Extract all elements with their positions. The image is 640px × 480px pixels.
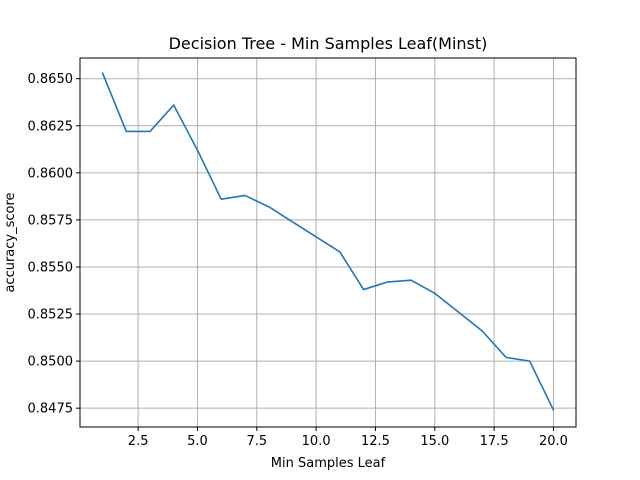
x-axis: 2.5 5.0 7.5 10.0 12.5 15.0 17.5 20.0 [128, 427, 568, 449]
x-tick-label: 7.5 [246, 434, 267, 449]
x-tick-label: 12.5 [361, 434, 390, 449]
x-tick-label: 15.0 [420, 434, 449, 449]
x-axis-title: Min Samples Leaf [271, 456, 386, 471]
grid [80, 58, 576, 427]
x-tick-label: 10.0 [302, 434, 331, 449]
x-tick-label: 20.0 [539, 434, 568, 449]
y-axis: 0.8475 0.8500 0.8525 0.8550 0.8575 0.8600 0.86… [28, 72, 80, 417]
y-tick-label: 0.8600 [28, 166, 74, 181]
y-axis-title: accuracy_score [3, 192, 18, 292]
x-tick-label: 5.0 [187, 434, 208, 449]
chart-title: Decision Tree - Min Samples Leaf(Minst) [169, 34, 488, 53]
y-tick-label: 0.8550 [28, 260, 74, 275]
series-layer [101, 72, 555, 411]
x-tick-label: 2.5 [128, 434, 149, 449]
x-tick-label: 17.5 [480, 434, 509, 449]
y-tick-label: 0.8475 [28, 402, 74, 417]
y-tick-label: 0.8500 [28, 355, 74, 370]
series-line [101, 72, 555, 411]
y-tick-label: 0.8575 [28, 213, 74, 228]
y-tick-label: 0.8525 [28, 308, 74, 323]
y-tick-label: 0.8650 [28, 72, 74, 87]
plot-frame [79, 57, 577, 428]
y-tick-label: 0.8625 [28, 119, 74, 134]
